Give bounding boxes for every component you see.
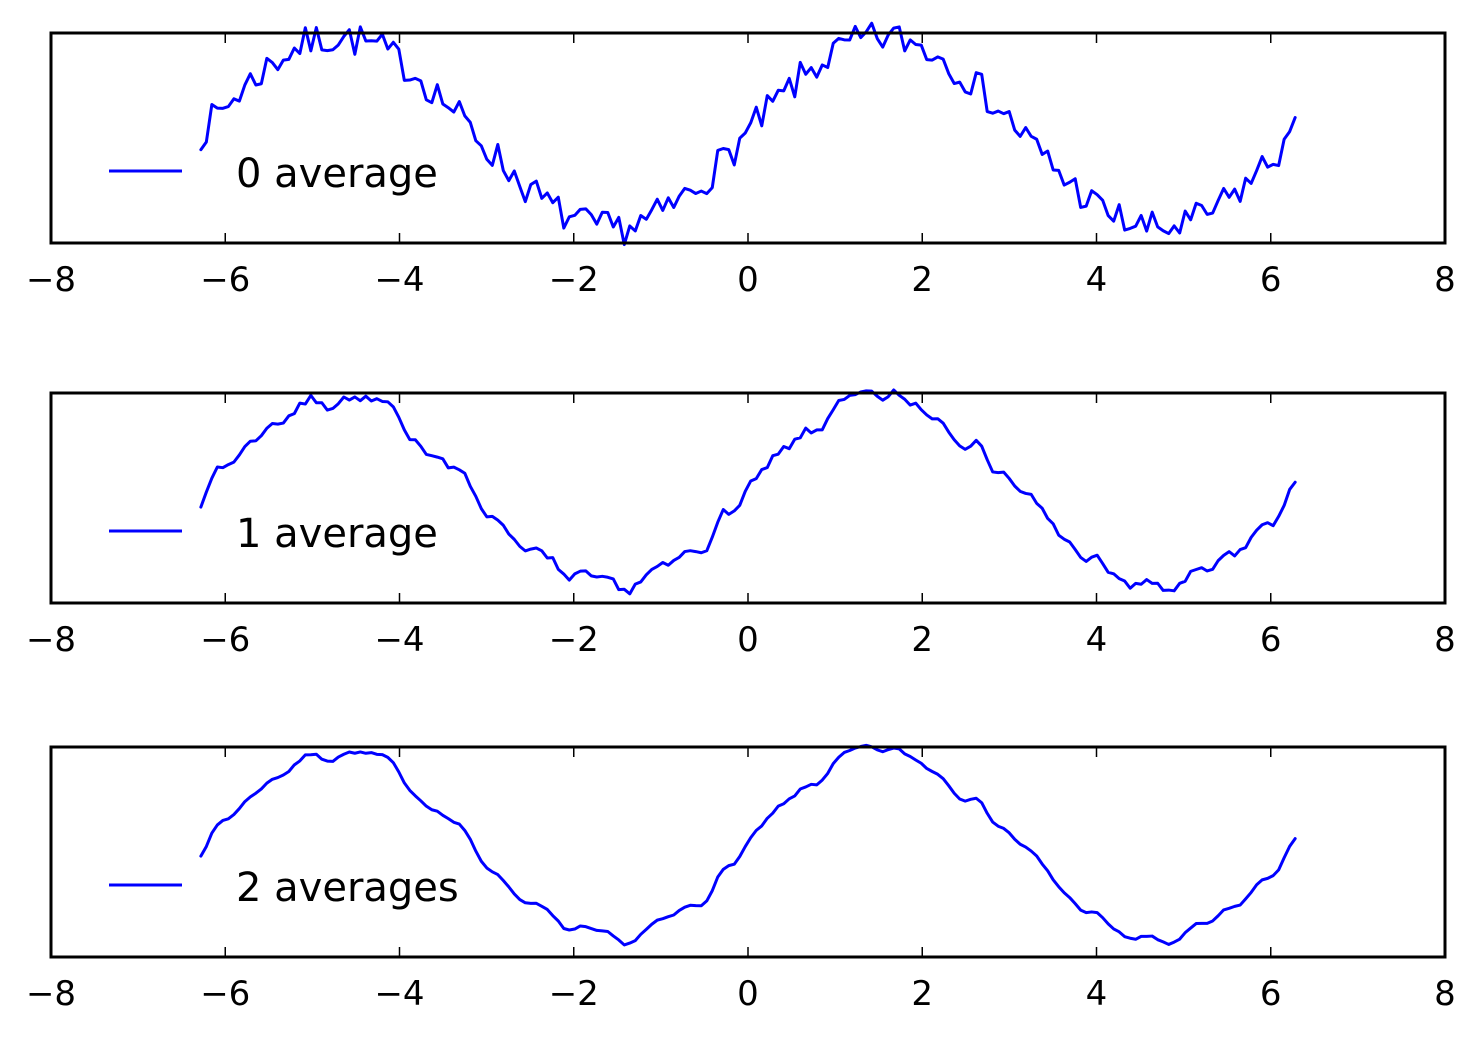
x-tick-label: 4	[1086, 620, 1108, 660]
legend-2-averages: 2 averages	[109, 865, 459, 911]
x-ticks-0-average: −8 −6 −4 −2 0 2 4 6 8	[26, 33, 1456, 300]
x-tick-label: −4	[374, 974, 424, 1014]
x-tick-label: 2	[911, 260, 933, 300]
x-ticks-1-average: −8 −6 −4 −2 0 2 4 6 8	[26, 393, 1456, 660]
subplot-2-averages: −8 −6 −4 −2 0 2 4 6 8 2 averages	[26, 743, 1456, 1014]
x-tick-label: 6	[1260, 620, 1282, 660]
subplot-1-average: −8 −6 −4 −2 0 2 4 6 8 1 average	[26, 388, 1456, 660]
x-tick-label: −8	[26, 620, 76, 660]
subplot-0-average: −8 −6 −4 −2 0 2 4 6 8 0 average	[26, 21, 1456, 300]
legend-label-0-average: 0 average	[236, 151, 438, 197]
legend-1-average: 1 average	[109, 511, 438, 557]
x-ticks-2-averages: −8 −6 −4 −2 0 2 4 6 8	[26, 747, 1456, 1014]
x-tick-label: 4	[1086, 974, 1108, 1014]
x-tick-label: 0	[737, 974, 759, 1014]
x-tick-label: 4	[1086, 260, 1108, 300]
x-tick-label: 2	[911, 620, 933, 660]
x-tick-label: −6	[200, 260, 250, 300]
x-tick-label: −2	[549, 974, 599, 1014]
x-tick-label: 2	[911, 974, 933, 1014]
legend-label-1-average: 1 average	[236, 511, 438, 557]
x-tick-label: 0	[737, 260, 759, 300]
legend-label-2-averages: 2 averages	[236, 865, 459, 911]
x-tick-label: −6	[200, 620, 250, 660]
x-tick-label: 8	[1434, 620, 1456, 660]
x-tick-label: 0	[737, 620, 759, 660]
x-tick-label: −2	[549, 620, 599, 660]
x-tick-label: 8	[1434, 974, 1456, 1014]
series-line-0-average	[199, 21, 1297, 247]
series-line-2-averages	[199, 743, 1297, 947]
series-line-1-average	[199, 388, 1297, 596]
x-tick-label: −6	[200, 974, 250, 1014]
x-tick-label: −4	[374, 260, 424, 300]
legend-0-average: 0 average	[109, 151, 438, 197]
x-tick-label: 6	[1260, 974, 1282, 1014]
x-tick-label: −8	[26, 260, 76, 300]
x-tick-label: 6	[1260, 260, 1282, 300]
x-tick-label: −4	[374, 620, 424, 660]
x-tick-label: 8	[1434, 260, 1456, 300]
x-tick-label: −8	[26, 974, 76, 1014]
x-tick-label: −2	[549, 260, 599, 300]
